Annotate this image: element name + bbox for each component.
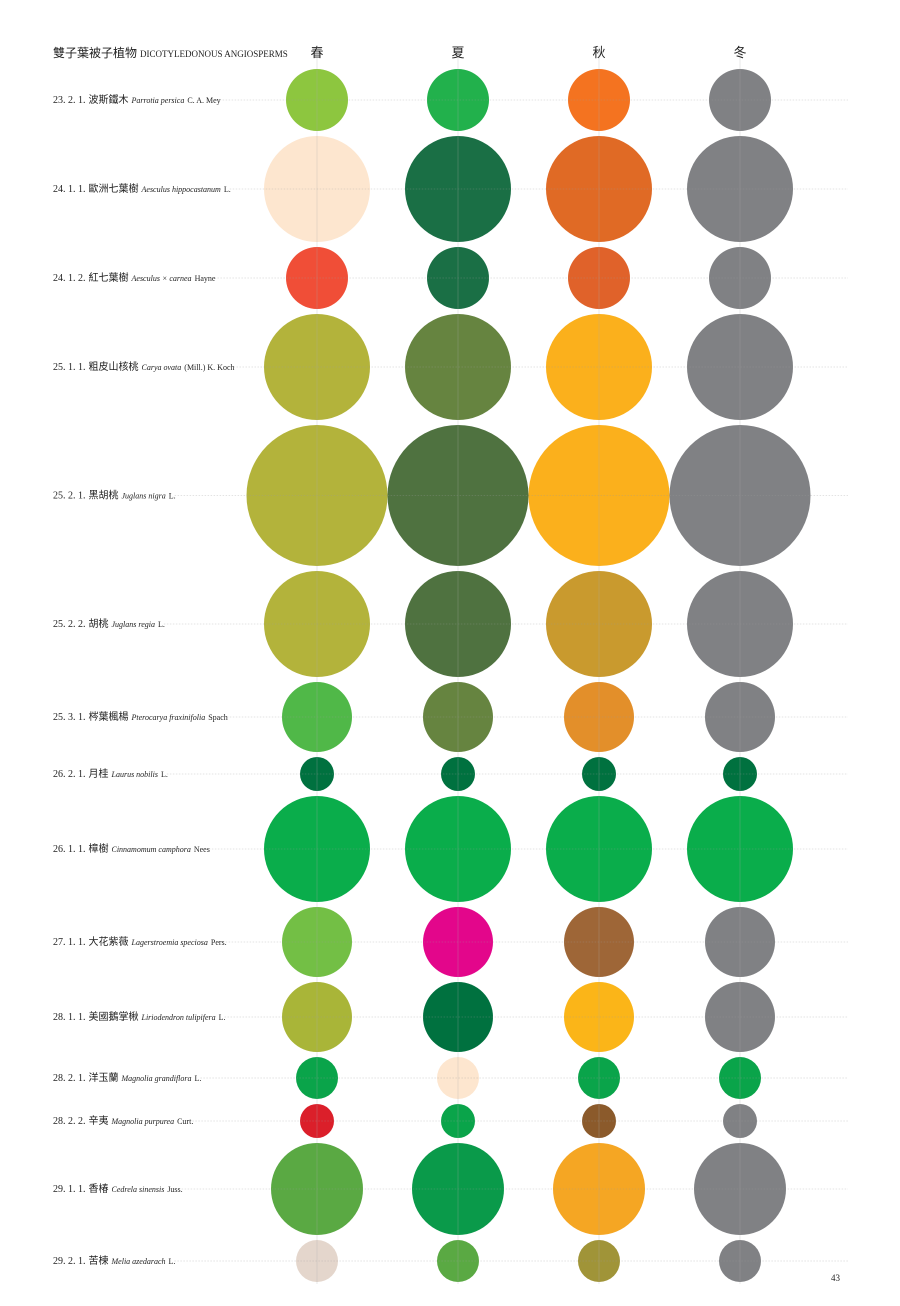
latin-name: Aesculus × carnea <box>131 274 192 283</box>
name-zh: 紅七葉樹 <box>89 271 129 284</box>
author: L. <box>169 492 176 501</box>
author: C. A. Mey <box>187 96 220 105</box>
author: Spach <box>208 713 228 722</box>
name-zh: 辛夷 <box>89 1114 109 1127</box>
row-label: 25. 2. 1. 黑胡桃 Juglans nigra L. <box>53 489 176 502</box>
latin-name: Juglans nigra <box>122 492 166 501</box>
row-label: 26. 2. 1. 月桂 Laurus nobilis L. <box>53 767 168 780</box>
author: Hayne <box>195 274 216 283</box>
code: 26. 1. 1. <box>53 844 86 855</box>
latin-name: Laurus nobilis <box>111 770 158 779</box>
name-zh: 黑胡桃 <box>89 489 119 502</box>
latin-name: Juglans regia <box>112 620 155 629</box>
row-label: 29. 1. 1. 香椿 Cedrela sinensis Juss. <box>53 1182 183 1195</box>
row-label: 26. 1. 1. 樟樹 Cinnamomum camphora Nees <box>53 842 210 855</box>
author: Juss. <box>167 1185 182 1194</box>
name-zh: 苦楝 <box>89 1254 109 1267</box>
name-zh: 粗皮山核桃 <box>89 360 139 373</box>
author: L. <box>161 770 168 779</box>
row-label: 24. 1. 2. 紅七葉樹 Aesculus × carnea Hayne <box>53 271 216 284</box>
author: Nees <box>194 845 210 854</box>
name-zh: 月桂 <box>89 767 109 780</box>
author: L. <box>219 1013 226 1022</box>
header-title: 雙子葉被子植物 DICOTYLEDONOUS ANGIOSPERMS <box>53 45 288 60</box>
row-label: 28. 1. 1. 美國鵝掌楸 Liriodendron tulipifera L. <box>53 1010 226 1023</box>
code: 29. 1. 1. <box>53 1184 86 1195</box>
code: 28. 1. 1. <box>53 1012 86 1023</box>
guides <box>163 46 848 1284</box>
author: Curt. <box>177 1117 193 1126</box>
latin-name: Melia azedarach <box>111 1257 166 1266</box>
code: 28. 2. 1. <box>53 1073 86 1084</box>
code: 26. 2. 1. <box>53 769 86 780</box>
code: 24. 1. 1. <box>53 184 86 195</box>
latin-name: Magnolia grandiflora <box>121 1074 192 1083</box>
name-zh: 香椿 <box>89 1182 109 1195</box>
code: 28. 2. 2. <box>53 1116 86 1127</box>
author: Pers. <box>211 938 227 947</box>
name-zh: 美國鵝掌楸 <box>89 1010 139 1023</box>
title-zh: 雙子葉被子植物 <box>53 45 137 60</box>
name-zh: 波斯鐵木 <box>89 93 129 106</box>
row-label: 29. 2. 1. 苦楝 Melia azedarach L. <box>53 1254 175 1267</box>
latin-name: Carya ovata <box>142 363 182 372</box>
name-zh: 洋玉蘭 <box>89 1071 119 1084</box>
author: L. <box>158 620 165 629</box>
latin-name: Pterocarya fraxinifolia <box>131 713 206 722</box>
author: L. <box>169 1257 176 1266</box>
latin-name: Aesculus hippocastanum <box>141 185 222 194</box>
name-zh: 歐洲七葉樹 <box>89 182 139 195</box>
latin-name: Liriodendron tulipifera <box>141 1013 216 1022</box>
author: L. <box>195 1074 202 1083</box>
page-number: 43 <box>831 1273 841 1283</box>
row-label: 27. 1. 1. 大花紫薇 Lagerstroemia speciosa Pers. <box>53 935 227 948</box>
code: 25. 2. 1. <box>53 491 86 502</box>
name-zh: 胡桃 <box>89 617 109 630</box>
row-label: 24. 1. 1. 歐洲七葉樹 Aesculus hippocastanum L. <box>53 182 231 195</box>
name-zh: 樟樹 <box>89 842 109 855</box>
latin-name: Magnolia purpurea <box>111 1117 175 1126</box>
code: 25. 2. 2. <box>53 619 86 630</box>
code: 25. 1. 1. <box>53 362 86 373</box>
row-label: 25. 3. 1. 梣葉楓楊 Pterocarya fraxinifolia Spac… <box>53 710 228 723</box>
code: 29. 2. 1. <box>53 1256 86 1267</box>
row-label: 28. 2. 2. 辛夷 Magnolia purpurea Curt. <box>53 1114 193 1127</box>
row-label: 25. 2. 2. 胡桃 Juglans regia L. <box>53 617 165 630</box>
row-label: 25. 1. 1. 粗皮山核桃 Carya ovata (Mill.) K. Koch <box>53 360 235 373</box>
code: 23. 2. 1. <box>53 95 86 106</box>
latin-name: Cedrela sinensis <box>112 1185 165 1194</box>
row-label: 28. 2. 1. 洋玉蘭 Magnolia grandiflora L. <box>53 1071 201 1084</box>
author: (Mill.) K. Koch <box>184 363 234 372</box>
latin-name: Parrotia persica <box>131 96 185 105</box>
latin-name: Cinnamomum camphora <box>112 845 191 854</box>
code: 27. 1. 1. <box>53 937 86 948</box>
author: L. <box>224 185 231 194</box>
latin-name: Lagerstroemia speciosa <box>131 938 208 947</box>
code: 25. 3. 1. <box>53 712 86 723</box>
name-zh: 大花紫薇 <box>89 935 129 948</box>
title-en: DICOTYLEDONOUS ANGIOSPERMS <box>140 49 288 59</box>
code: 24. 1. 2. <box>53 273 86 284</box>
name-zh: 梣葉楓楊 <box>89 710 129 723</box>
row-label: 23. 2. 1. 波斯鐵木 Parrotia persica C. A. Mey <box>53 93 221 106</box>
